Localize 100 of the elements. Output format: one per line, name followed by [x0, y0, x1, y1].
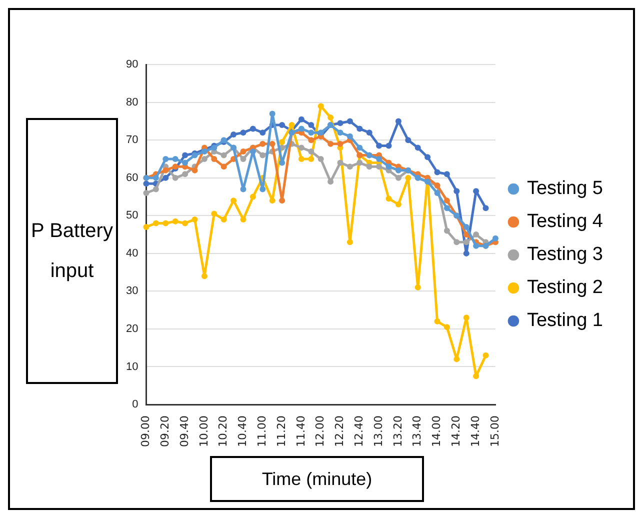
point	[240, 156, 246, 162]
point	[240, 130, 246, 136]
point	[182, 220, 188, 226]
point	[279, 160, 286, 166]
point	[143, 224, 150, 230]
point	[279, 139, 286, 146]
point	[318, 103, 324, 110]
point	[220, 164, 227, 170]
point	[376, 164, 382, 170]
x-tick-label: 14.40	[468, 416, 482, 448]
point	[434, 318, 440, 324]
point	[220, 152, 227, 158]
point	[192, 167, 198, 174]
x-tick-label: 12.40	[352, 416, 366, 448]
point	[414, 284, 421, 290]
point	[434, 190, 440, 196]
point	[444, 324, 450, 330]
point	[337, 130, 344, 136]
x-tick-label: 13.40	[410, 416, 424, 448]
x-tick-label: 11.00	[256, 416, 268, 448]
point	[308, 130, 314, 136]
point	[269, 140, 276, 147]
point	[260, 130, 266, 136]
x-axis-title: Time (minute)	[210, 456, 424, 502]
point	[395, 167, 402, 174]
y-tick-label: 50	[126, 210, 138, 222]
point	[279, 198, 286, 204]
point	[250, 194, 256, 200]
x-tick-label: 12.00	[314, 416, 327, 448]
point	[386, 142, 392, 149]
point	[444, 205, 450, 212]
point	[152, 186, 159, 192]
point	[454, 239, 460, 246]
point	[192, 216, 198, 222]
point	[230, 131, 237, 138]
x-tick-label: 15.00	[488, 416, 502, 448]
y-axis-title: P Battery input	[26, 118, 118, 384]
x-tick-label: 09.40	[178, 416, 191, 448]
point	[152, 220, 159, 226]
point	[482, 205, 489, 212]
point	[492, 235, 498, 242]
point	[482, 352, 489, 358]
x-tick-label: 13.20	[391, 416, 404, 448]
point	[328, 178, 334, 185]
point	[279, 122, 286, 128]
x-tick-label: 10.00	[197, 416, 210, 448]
point	[308, 156, 314, 162]
x-tick-label: 09.20	[158, 416, 172, 448]
point	[143, 190, 150, 196]
point	[463, 224, 470, 230]
point	[405, 174, 412, 181]
point	[346, 239, 353, 246]
point	[162, 167, 169, 174]
point	[473, 188, 480, 194]
point	[182, 171, 188, 178]
point	[356, 160, 363, 166]
point	[395, 174, 402, 181]
point	[444, 171, 450, 178]
point	[473, 242, 480, 249]
point	[269, 198, 276, 204]
point	[473, 373, 480, 380]
point	[414, 144, 421, 151]
point	[220, 216, 227, 222]
point	[405, 137, 412, 144]
point	[366, 164, 372, 170]
point	[356, 144, 363, 151]
point	[424, 154, 431, 160]
point	[308, 137, 314, 144]
point	[162, 220, 169, 226]
point	[356, 126, 363, 132]
point	[337, 120, 344, 126]
point	[250, 126, 256, 132]
point	[318, 130, 324, 136]
x-tick-label: 14.00	[430, 416, 444, 448]
point	[230, 198, 237, 204]
point	[386, 164, 392, 170]
y-tick-label: 10	[126, 360, 138, 373]
point	[172, 156, 178, 162]
y-tick-label: 40	[126, 247, 138, 260]
point	[366, 130, 372, 136]
point	[298, 126, 304, 132]
point	[395, 201, 402, 208]
point	[172, 174, 178, 181]
x-tick-label: 14.20	[450, 416, 463, 448]
point	[376, 156, 382, 162]
point	[444, 198, 450, 204]
x-tick-label: 13.00	[372, 416, 385, 448]
point	[298, 156, 304, 162]
point	[201, 273, 208, 280]
point	[346, 164, 353, 170]
point	[346, 118, 353, 124]
point	[444, 228, 450, 234]
point	[201, 156, 208, 162]
x-tick-label: 11.20	[274, 416, 288, 448]
y-tick-label: 30	[126, 285, 138, 298]
legend-label: Testing 2	[526, 277, 603, 298]
y-tick-label: 60	[126, 172, 138, 184]
point	[298, 116, 304, 122]
legend-label: Testing 3	[526, 244, 603, 266]
legend-label: Testing 5	[526, 178, 603, 200]
